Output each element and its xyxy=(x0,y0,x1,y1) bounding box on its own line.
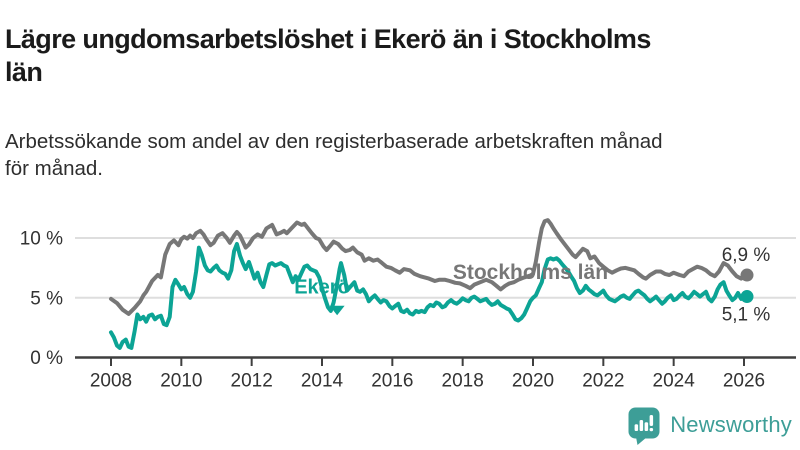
y-axis-tick-label: 10 % xyxy=(20,229,63,250)
y-axis-tick-label: 0 % xyxy=(30,348,63,369)
page-title-line-1: Lägre ungdomsarbetslöshet i Ekerö än i S… xyxy=(5,24,651,55)
newsworthy-logo[interactable]: Newsworthy xyxy=(628,404,792,445)
page-title: Lägre ungdomsarbetslöshet i Ekerö än i S… xyxy=(5,23,797,89)
series-end-dot-stockholms-l-n xyxy=(740,268,754,282)
series-end-value-stockholms-l-n: 6,9 % xyxy=(722,245,771,266)
y-axis-tick-label: 5 % xyxy=(30,288,63,309)
x-axis-tick-label: 2010 xyxy=(160,371,202,392)
chart-subtitle-line-2: för månad. xyxy=(5,156,103,180)
series-label-eker-: Ekerö xyxy=(294,277,350,299)
unemployment-line-chart: 0 % 5 % 10 % 2008 2010 2012 2014 2016 2018 2020 20… xyxy=(20,218,796,392)
x-axis-tick-label: 2024 xyxy=(653,371,696,392)
x-axis-tick-label: 2008 xyxy=(90,371,132,392)
series-label-stockholms-l-n: Stockholms län xyxy=(453,261,608,284)
newsworthy-logo-icon xyxy=(628,407,660,445)
newsworthy-wordmark: Newsworthy xyxy=(670,411,792,437)
x-axis-tick-label: 2012 xyxy=(231,371,273,392)
x-axis-tick-label: 2018 xyxy=(442,371,484,392)
x-axis-tick-label: 2016 xyxy=(371,371,413,392)
chart-subtitle: Arbetssökande som andel av den registerb… xyxy=(5,128,797,182)
chart-subtitle-line-1: Arbetssökande som andel av den registerb… xyxy=(5,129,663,153)
series-label-pointer-eker- xyxy=(329,305,345,316)
series-line-eker- xyxy=(109,242,746,350)
x-axis-tick-label: 2022 xyxy=(582,371,624,392)
x-axis-tick-label: 2026 xyxy=(723,371,765,392)
series-line-stockholms-l-n xyxy=(109,218,746,316)
x-axis-tick-label: 2014 xyxy=(301,371,344,392)
page-title-line-2: län xyxy=(5,57,43,88)
x-axis-tick-label: 2020 xyxy=(512,371,554,392)
series-end-value-eker-: 5,1 % xyxy=(722,305,771,326)
series-end-dot-eker- xyxy=(740,290,754,304)
